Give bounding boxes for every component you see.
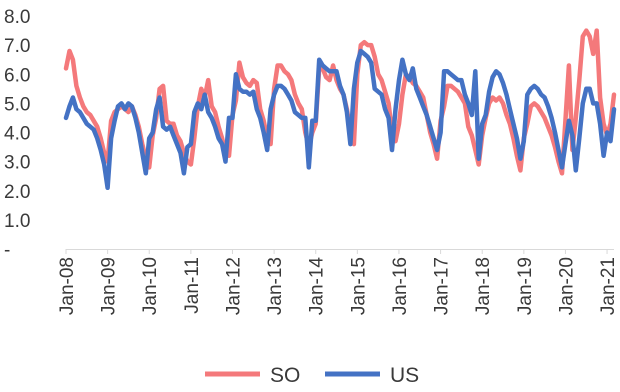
y-tick-label: 7.0 [4, 36, 30, 57]
y-tick-label: 4.0 [4, 124, 30, 145]
x-axis: Jan-08 Jan-09 Jan-10 Jan-11 Jan-12 Jan-13 Jan-… [57, 249, 619, 315]
x-tick-label: Jan-09 [99, 257, 120, 315]
x-tick-label: Jan-13 [265, 257, 286, 315]
y-tick-label: 1.0 [4, 211, 30, 232]
x-tick-label: Jan-16 [390, 257, 411, 315]
x-tick-label: Jan-11 [182, 257, 203, 314]
x-tick-label: Jan-17 [432, 257, 453, 315]
x-tick-label: Jan-12 [223, 257, 244, 315]
x-tick-label: Jan-21 [598, 257, 619, 315]
y-tick-label: 6.0 [4, 65, 30, 86]
x-tick-label: Jan-19 [515, 257, 536, 315]
y-tick-label: 8.0 [4, 7, 30, 28]
legend-label-so: SO [270, 364, 300, 387]
series-line-us [63, 48, 617, 191]
x-tick-label: Jan-10 [140, 257, 161, 315]
y-axis-tick-labels: - 1.0 2.0 3.0 4.0 5.0 6.0 7.0 8.0 [4, 7, 30, 261]
legend-label-us: US [390, 364, 419, 387]
y-tick-label: 3.0 [4, 153, 30, 174]
series-lines [63, 28, 617, 191]
x-tick-label: Jan-15 [348, 257, 369, 315]
legend: SO US [205, 364, 419, 387]
y-tick-label: 5.0 [4, 94, 30, 115]
y-tick-label: - [4, 240, 10, 261]
x-tick-label: Jan-20 [556, 257, 577, 315]
x-tick-label: Jan-18 [473, 257, 494, 315]
x-tick-label: Jan-08 [57, 257, 78, 315]
x-tick-label: Jan-14 [307, 257, 328, 316]
y-tick-label: 2.0 [4, 182, 30, 203]
